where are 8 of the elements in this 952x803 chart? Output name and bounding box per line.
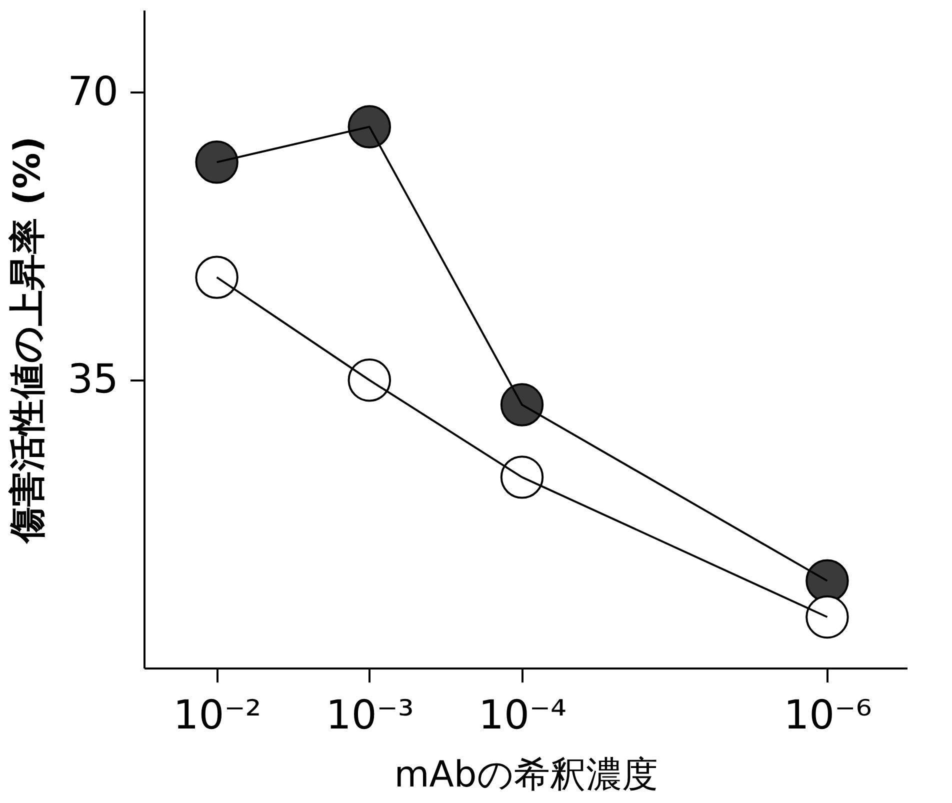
y-tick-label: 70 [68, 68, 118, 115]
y-tick-label: 35 [68, 356, 118, 403]
x-tick-label: 10⁻² [173, 692, 262, 738]
y-axis-title: 傷害活性値の上昇率 (%) [8, 136, 49, 545]
x-tick-label: 10⁻⁴ [478, 692, 567, 738]
x-tick-label: 10⁻⁶ [784, 692, 872, 738]
x-tick-label: 10⁻³ [326, 692, 414, 738]
x-axis-title: mAbの希釈濃度 [394, 754, 658, 796]
